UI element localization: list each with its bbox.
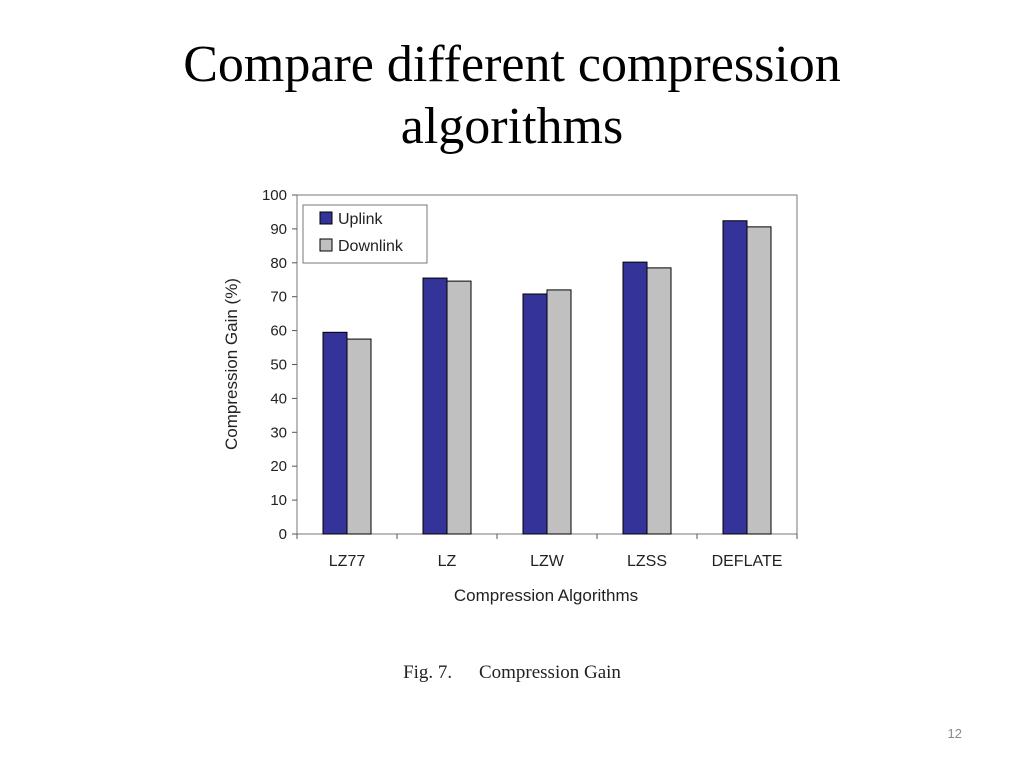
bar-uplink-lz (422, 277, 448, 535)
y-tick-label-100: 100 (262, 187, 287, 204)
slide-title-line-1: Compare different compression (183, 36, 841, 93)
compression-gain-chart: 0 10 20 30 40 50 60 70 80 90 100 LZ77 LZ LZW LZSS DEFLA… (222, 187, 798, 605)
bar-uplink-lzss (622, 261, 648, 535)
y-tick-label-70: 70 (270, 289, 287, 306)
y-tick-label-80: 80 (270, 255, 287, 272)
page-number: 12 (947, 726, 962, 741)
y-tick-label-20: 20 (270, 458, 287, 475)
legend-box (302, 204, 428, 264)
x-axis-title: Compression Algorithms (454, 586, 638, 605)
x-tick-label-lzw: LZW (530, 553, 565, 570)
y-tick-label-90: 90 (270, 221, 287, 238)
legend-label-downlink: Downlink (338, 238, 404, 255)
x-tick-label-lz: LZ (438, 553, 457, 570)
chart-legend: Uplink Downlink (302, 204, 428, 264)
x-tick-label-lzss: LZSS (627, 553, 667, 570)
bar-uplink-lz77 (322, 331, 348, 535)
y-tick-label-50: 50 (270, 357, 287, 374)
figure-caption: Fig. 7. Compression Gain (0, 662, 1024, 684)
figure-caption-text: Compression Gain (478, 662, 621, 683)
legend-swatch-uplink (319, 211, 333, 225)
slide-title: Compare different compression algorithms (0, 34, 1024, 158)
x-tick-label-lz77: LZ77 (329, 553, 366, 570)
bar-uplink-lzw (522, 293, 548, 535)
y-tick-label-0: 0 (279, 526, 287, 543)
y-tick-label-60: 60 (270, 323, 287, 340)
y-tick-label-30: 30 (270, 424, 287, 441)
figure-caption-label: Fig. 7. (403, 662, 453, 683)
legend-swatch-downlink (319, 238, 333, 252)
y-axis-title: Compression Gain (%) (222, 278, 241, 450)
y-tick-label-10: 10 (270, 492, 287, 509)
bar-downlink-deflate (746, 226, 772, 535)
x-tick-label-deflate: DEFLATE (712, 553, 783, 570)
y-tick-label-40: 40 (270, 390, 287, 407)
bar-downlink-lzw (546, 289, 572, 535)
bar-downlink-lz77 (346, 338, 372, 535)
bar-downlink-lzss (646, 267, 672, 535)
legend-label-uplink: Uplink (338, 211, 383, 228)
bar-uplink-deflate (722, 220, 748, 535)
bar-downlink-lz (446, 280, 472, 535)
slide-title-line-2: algorithms (400, 98, 624, 155)
